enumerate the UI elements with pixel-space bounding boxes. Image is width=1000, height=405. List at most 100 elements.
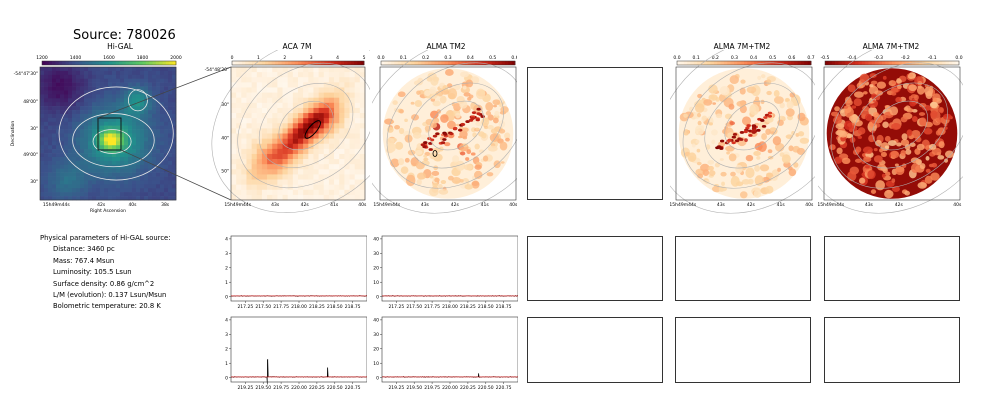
higal-pixel	[172, 117, 177, 123]
image-pixel	[318, 97, 325, 104]
higal-pixel	[80, 117, 85, 123]
higal-pixel	[60, 188, 65, 193]
image-pixel	[272, 133, 278, 139]
emission-blob	[711, 139, 716, 145]
higal-pixel	[120, 102, 125, 107]
higal-pixel	[100, 74, 105, 80]
colorbar-segment	[865, 61, 869, 65]
image-pixel	[256, 153, 263, 160]
colorbar-segment	[394, 61, 399, 65]
higal-pixel	[48, 70, 53, 76]
higal-pixel	[140, 192, 145, 197]
emission-blob	[881, 173, 886, 178]
emission-blob	[880, 151, 887, 157]
higal-pixel	[168, 98, 173, 103]
higal-pixel	[140, 164, 145, 170]
contour-line	[278, 100, 334, 151]
higal-pixel	[128, 196, 133, 201]
higal-pixel	[48, 117, 53, 123]
higal-pixel	[64, 156, 69, 162]
colorbar-frame	[231, 60, 365, 66]
image-pixel	[334, 118, 340, 124]
colorbar-segment	[62, 61, 66, 65]
higal-pixel	[88, 106, 93, 111]
higal-pixel	[52, 180, 57, 185]
higal-pixel	[80, 70, 85, 76]
higal-pixel	[76, 90, 81, 95]
higal-pixel	[88, 78, 93, 83]
higal-pixel	[52, 67, 57, 72]
higal-pixel	[136, 82, 141, 87]
higal-pixel	[128, 141, 133, 146]
image-pixel	[359, 82, 366, 88]
higal-pixel	[156, 153, 161, 158]
tm2-xtick-label: 40s	[509, 202, 517, 208]
colorbar-segment	[777, 61, 782, 65]
colorbar-segment	[421, 61, 425, 65]
higal-pixel	[112, 94, 117, 99]
image-pixel	[339, 194, 345, 201]
higal-pixel	[124, 164, 129, 170]
higal-pixel	[68, 156, 73, 162]
colorbar-segment	[268, 61, 272, 65]
higal-pixel	[76, 98, 81, 103]
image-pixel	[303, 77, 309, 83]
higal-pixel	[168, 94, 173, 99]
higal-pixel	[68, 74, 73, 80]
image-pixel	[277, 143, 283, 150]
image-pixel	[261, 123, 268, 129]
image-pixel	[256, 179, 263, 185]
colorbar-tick-label: 0.5	[489, 55, 496, 61]
image-pixel	[328, 77, 335, 83]
image-pixel	[344, 174, 350, 180]
emission-blob	[745, 167, 755, 179]
colorbar-segment	[504, 61, 509, 65]
image-pixel	[231, 87, 237, 93]
image-pixel	[267, 107, 273, 114]
colorbar-segment	[68, 61, 73, 65]
image-pixel	[292, 97, 299, 104]
spec2-frame	[381, 235, 518, 302]
emission-blob	[829, 144, 836, 151]
emission-blob	[932, 97, 938, 103]
higal-pixel	[84, 94, 89, 99]
image-pixel	[349, 82, 355, 88]
higal-pixel	[100, 145, 105, 150]
higal-pixel	[68, 94, 73, 99]
higal-pixel	[52, 149, 57, 154]
image-pixel	[313, 179, 319, 185]
higal-pixel	[152, 117, 157, 123]
emission-blob	[701, 115, 708, 121]
emission-blob	[504, 132, 511, 140]
emission-blob	[435, 90, 444, 97]
higal-pixel	[116, 86, 121, 91]
colorbar-tick-label: 0.2	[712, 55, 719, 61]
image-pixel	[256, 97, 263, 104]
emission-blob	[696, 148, 701, 153]
emission-blob	[457, 135, 463, 139]
spec2-xtick-label: 217.75	[424, 304, 440, 310]
higal-pixel	[44, 164, 49, 170]
image-pixel	[344, 87, 350, 93]
higal-pixel	[56, 110, 61, 115]
higal-pixel	[112, 82, 117, 87]
higal-pixel	[140, 98, 145, 103]
emission-blob	[492, 99, 501, 106]
image-pixel	[282, 82, 288, 88]
higal-pixel	[120, 110, 125, 115]
tm2-pixels	[382, 68, 514, 199]
image-pixel	[292, 164, 299, 170]
emission-blob	[754, 165, 761, 172]
emission-blob	[871, 93, 877, 100]
image-pixel	[236, 102, 242, 109]
higal-pixel	[40, 90, 45, 95]
higal-pixel	[84, 160, 89, 166]
emission-blob	[880, 142, 890, 152]
higal-pixel	[52, 78, 57, 83]
image-pixel	[359, 138, 366, 145]
emission-blob	[753, 189, 762, 198]
higal-pixel	[164, 141, 169, 146]
image-pixel	[267, 143, 273, 150]
higal-pixel	[128, 184, 133, 189]
image-pixel	[349, 113, 355, 119]
